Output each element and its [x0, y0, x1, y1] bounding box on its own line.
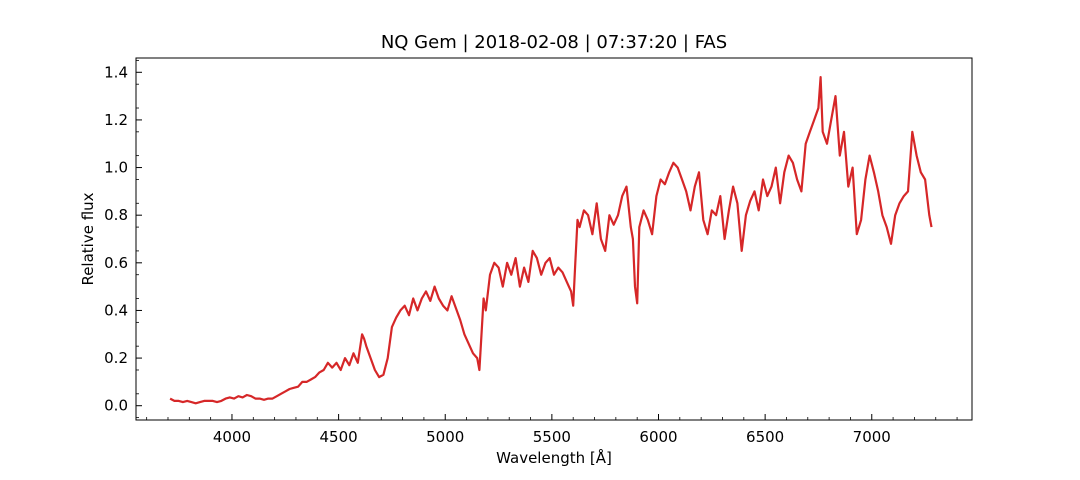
x-tick-label: 4000 [213, 428, 251, 446]
x-tick-label: 5000 [426, 428, 464, 446]
y-tick-label: 1.2 [104, 111, 128, 129]
y-tick-label: 1.0 [104, 159, 128, 177]
y-tick-label: 0.6 [104, 254, 128, 272]
x-tick-label: 6500 [746, 428, 784, 446]
y-tick-label: 0.0 [104, 397, 128, 415]
y-tick-label: 0.8 [104, 206, 128, 224]
x-tick-label: 7000 [853, 428, 891, 446]
x-tick-label: 5500 [533, 428, 571, 446]
y-tick-label: 0.2 [104, 349, 128, 367]
x-axis: 4000 4500 5000 5500 6000 6500 7000 [146, 414, 958, 446]
x-tick-label: 4500 [320, 428, 358, 446]
y-axis-label: Relative flux [79, 192, 97, 285]
x-axis-label: Wavelength [Å] [496, 448, 612, 467]
y-tick-label: 1.4 [104, 63, 128, 81]
chart-title: NQ Gem | 2018-02-08 | 07:37:20 | FAS [381, 32, 727, 53]
plot-frame [135, 57, 973, 421]
spectrum-line-0 [169, 76, 933, 405]
x-tick-label: 6000 [639, 428, 677, 446]
y-tick-label: 0.4 [104, 301, 128, 319]
y-axis: 0.0 0.2 0.4 0.6 0.8 1.0 1.2 1.4 [104, 59, 142, 419]
